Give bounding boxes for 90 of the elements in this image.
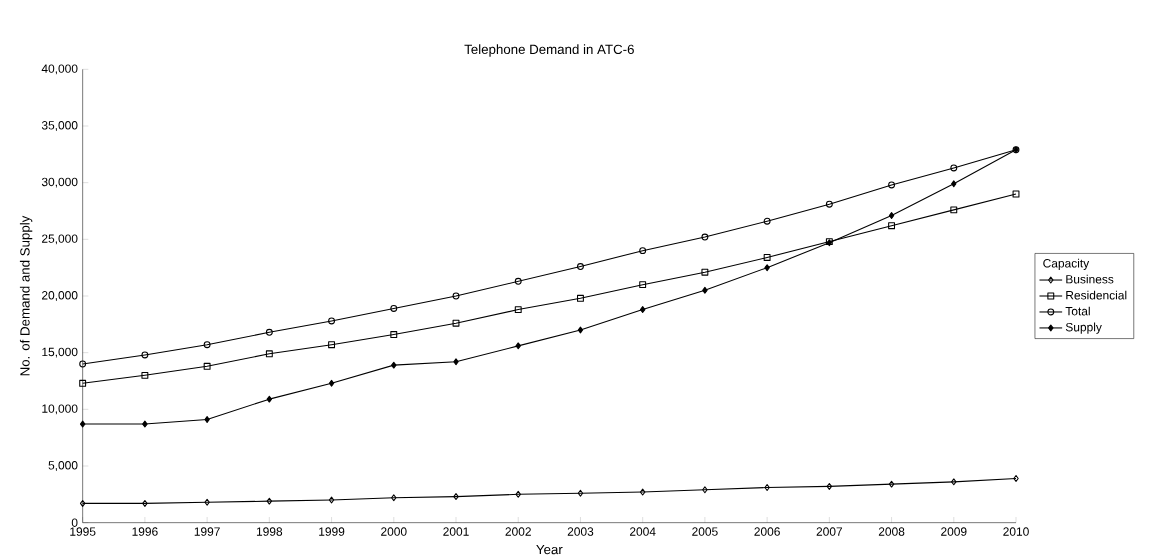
x-tick-label: 2008 [878,527,905,536]
point [577,294,584,302]
x-tick-label: 1997 [194,527,220,536]
point [826,482,833,490]
legend-label: Supply [1065,322,1102,334]
point [204,416,210,423]
point [390,331,398,338]
legend-label: Total [1065,306,1090,316]
y-axis-title: No. of Demand and Supply [19,215,33,376]
x-tick-label: 2010 [1003,527,1029,536]
point [453,493,459,501]
point [141,371,149,379]
x-tick-label: 2004 [629,527,656,536]
point [951,478,957,486]
point [328,317,336,325]
point [702,286,708,294]
point [639,488,646,496]
point [391,494,397,502]
point [203,341,211,349]
x-tick-label: 2001 [443,527,469,536]
point [701,233,709,241]
y-tick-label: 20,000 [42,291,78,301]
point [702,486,708,494]
point [639,306,646,314]
x-tick-label: 1999 [319,527,345,536]
point [1012,190,1020,198]
point [888,480,895,488]
point [577,263,584,270]
point [950,164,958,172]
point [204,498,210,506]
x-tick-label: 2002 [505,527,531,536]
y-tick-label: 40,000 [41,64,78,75]
point [266,497,273,505]
point [453,358,459,366]
point [328,379,335,387]
point [390,305,398,312]
x-tick-label: 2000 [381,527,407,536]
point [515,342,521,350]
y-tick-label: 25,000 [42,234,78,245]
y-tick-label: 5,000 [48,461,78,471]
point [577,326,584,334]
point [763,217,771,225]
x-tick-label: 1996 [132,527,158,536]
y-tick-label: 0 [71,518,78,527]
y-tick-label: 15,000 [42,347,78,358]
legend-label: Residencial [1066,290,1127,300]
chart-title: Telephone Demand in ATC-6 [464,44,634,57]
point [142,420,148,428]
point [452,292,460,300]
point [514,306,522,314]
point [639,281,647,289]
point [452,319,460,327]
point [951,180,957,188]
y-tick-label: 30,000 [41,177,78,188]
legend-title: Capacity [1043,258,1090,270]
point [328,496,335,504]
point [266,395,273,403]
point [950,206,958,214]
point [825,200,833,208]
x-tick-label: 2005 [692,527,718,536]
point [888,212,895,219]
point [763,254,771,261]
point [391,361,397,369]
point [142,499,148,507]
legend-label: Business [1066,274,1114,284]
y-tick-label: 35,000 [41,121,78,131]
x-tick-label: 2009 [941,527,967,536]
point [328,341,336,349]
point [888,222,896,230]
x-axis-title: Year [536,544,563,555]
point [79,379,87,387]
point [514,277,522,285]
x-tick-label: 1998 [256,527,283,536]
point [515,490,521,498]
point [265,328,273,336]
y-tick-label: 10,000 [42,404,78,415]
point [888,181,896,189]
point [764,264,770,272]
point [577,489,584,497]
point [265,350,273,358]
x-tick-label: 1995 [70,527,96,536]
point [764,484,770,491]
x-tick-label: 2003 [567,527,594,536]
point [203,362,211,370]
point [79,420,86,428]
point [701,268,709,276]
point [639,247,647,255]
x-tick-label: 2007 [816,527,843,536]
point [141,351,149,359]
x-tick-label: 2006 [754,527,780,536]
